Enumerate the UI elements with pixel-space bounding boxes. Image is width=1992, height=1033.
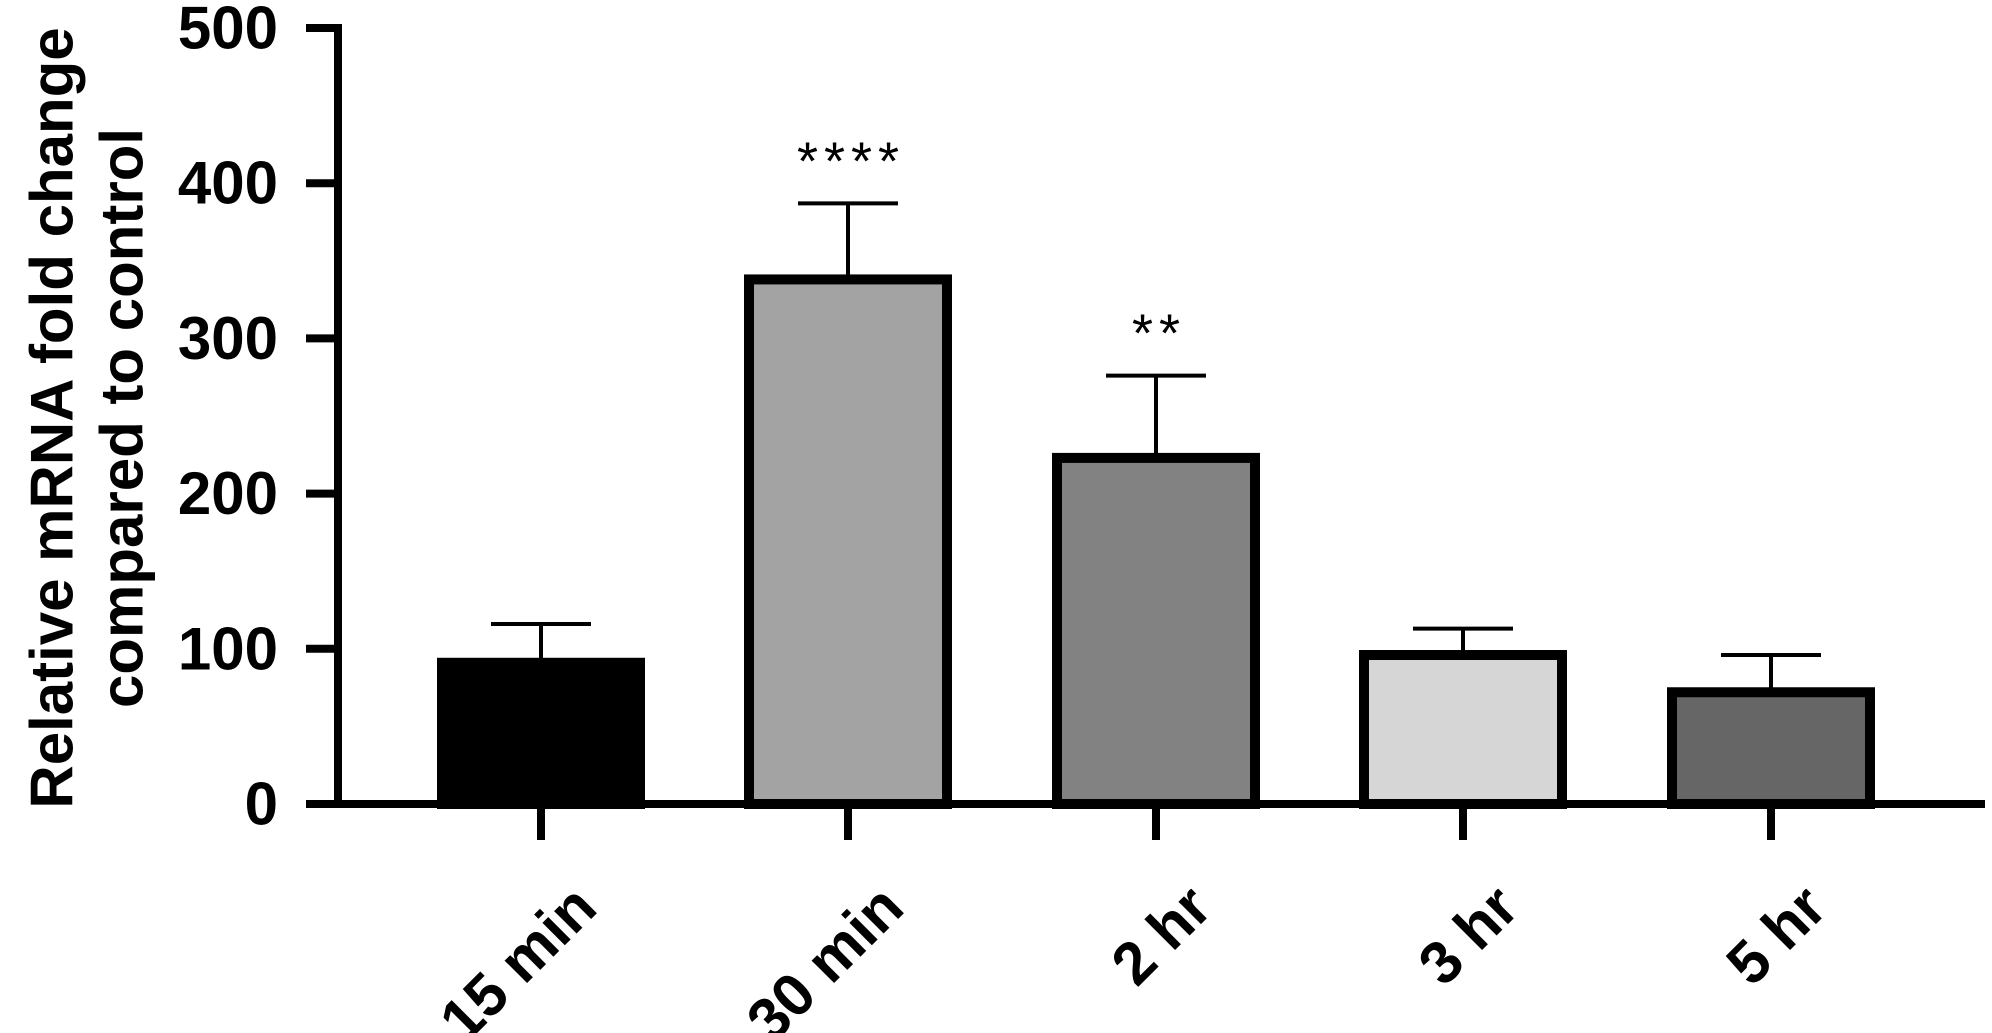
y-axis-ticks: 0 100 200 300 400 500: [178, 0, 338, 838]
y-axis-title: Relative mRNA fold change compared to con…: [19, 27, 156, 808]
y-tick-label: 300: [178, 305, 278, 372]
bar: [1052, 452, 1260, 809]
bar: [1359, 650, 1567, 809]
y-axis-title-line: compared to control: [89, 128, 156, 708]
x-tick-label: 2 hr: [1099, 872, 1224, 997]
bar: [1667, 687, 1875, 809]
y-tick-label: 0: [245, 771, 278, 838]
y-axis-title-line: Relative mRNA fold change: [19, 27, 86, 808]
axes: [334, 24, 1985, 808]
bars: ******: [437, 131, 1875, 809]
x-tick-label: 3 hr: [1406, 872, 1531, 997]
y-tick-label: 400: [178, 150, 278, 217]
x-axis-ticks: 15 min 30 min 2 hr 3 hr 5 hr: [427, 804, 1839, 1033]
significance-label: **: [1132, 304, 1186, 364]
significance-label: ****: [797, 131, 905, 191]
x-tick-label: 30 min: [734, 872, 916, 1033]
x-tick-label: 5 hr: [1714, 872, 1839, 997]
bar: [744, 274, 952, 809]
y-tick-label: 100: [178, 615, 278, 682]
y-tick-label: 200: [178, 460, 278, 527]
y-tick-label: 500: [178, 0, 278, 62]
x-tick-label: 15 min: [427, 872, 609, 1033]
bar: [437, 657, 645, 809]
